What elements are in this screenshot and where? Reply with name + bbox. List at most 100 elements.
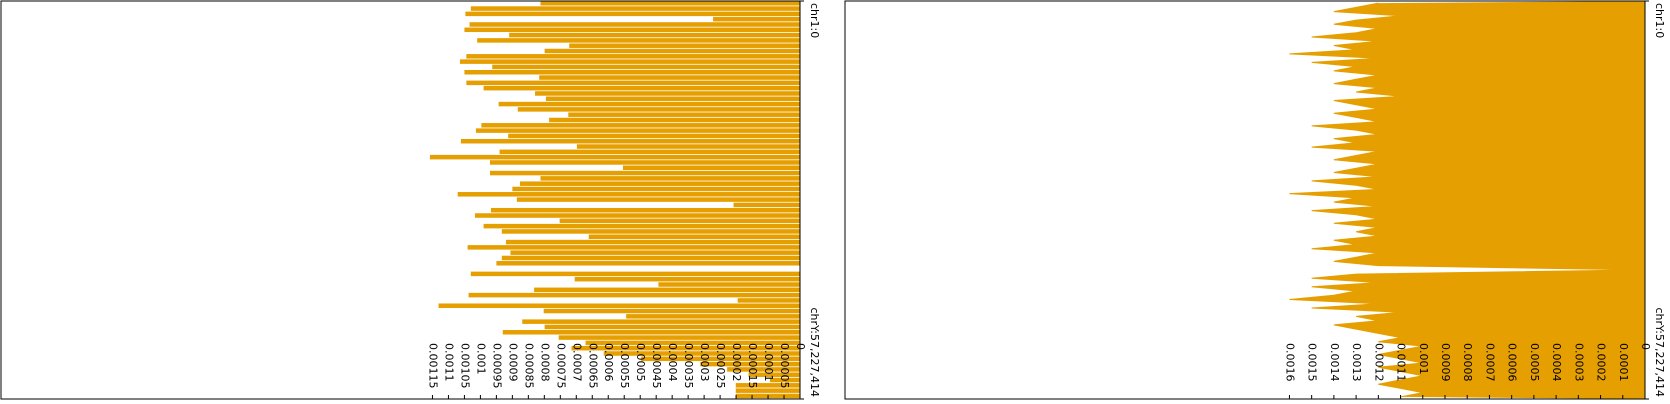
bar <box>727 367 800 372</box>
x-tick-label: 0.00055 <box>618 343 631 389</box>
bar <box>466 80 800 86</box>
x-tick-label: 0.0005 <box>1528 343 1541 382</box>
bar <box>539 75 800 80</box>
bar <box>499 149 800 155</box>
x-tick-label: 0.0009 <box>1439 343 1452 382</box>
area-fill <box>1289 1 1645 399</box>
bar <box>622 165 800 171</box>
bar <box>467 245 800 250</box>
bar <box>508 133 800 139</box>
panel: 0 0.0001 0.0002 0.0003 0.0004 0.0005 0.0006 0.0… <box>844 0 1666 400</box>
x-tick-label: 0.00045 <box>650 343 663 389</box>
x-tick-label: 0.0008 <box>538 343 551 382</box>
x-tick-label: 0.00065 <box>586 343 599 389</box>
bar <box>545 96 800 102</box>
x-tick-label: 0.0007 <box>570 343 583 382</box>
bar <box>540 176 800 181</box>
bar <box>735 388 800 393</box>
bar <box>468 292 800 298</box>
x-tick-label: 0.0002 <box>1595 343 1608 382</box>
x-tick-label: 0.00115 <box>426 343 439 389</box>
x-tick-label: 0.0001 <box>762 343 775 382</box>
x-tick-label: 0.0003 <box>698 343 711 382</box>
bar <box>549 117 800 123</box>
bar <box>501 255 800 261</box>
x-tick-label: 0.0001 <box>1617 343 1630 382</box>
x-tick-label: 0.00025 <box>714 343 727 389</box>
bar <box>576 144 800 149</box>
x-tick-label: 0.0007 <box>1483 343 1496 382</box>
bar <box>510 250 800 255</box>
bar <box>568 112 800 117</box>
x-tick-label: 0 <box>794 343 807 350</box>
bar <box>516 197 800 202</box>
bar <box>540 1 800 6</box>
x-tick-label: 0.0003 <box>1572 343 1585 382</box>
bar <box>475 128 800 133</box>
x-tick-label: 0.0004 <box>1550 343 1563 382</box>
x-tick-label: 0.0011 <box>1395 343 1408 382</box>
bar <box>496 261 800 266</box>
x-tick-label: 0.00095 <box>490 343 503 389</box>
bar <box>559 218 800 224</box>
bar <box>534 287 800 293</box>
bar <box>658 282 800 287</box>
x-tick-label: 0.0015 <box>1306 343 1319 382</box>
bar <box>569 43 800 48</box>
x-tick-label: 0.0014 <box>1328 343 1341 382</box>
bar <box>474 213 800 218</box>
bar <box>464 27 800 33</box>
bar <box>571 345 800 351</box>
bar <box>438 303 800 308</box>
x-tick-label: 0.00085 <box>522 343 535 389</box>
bar <box>737 298 800 303</box>
position-label: chr1:0 <box>808 3 821 38</box>
bar <box>509 32 800 38</box>
bar <box>481 123 800 128</box>
bar <box>517 107 800 112</box>
x-tick-label: 0.0012 <box>1372 343 1385 382</box>
bar <box>460 138 800 144</box>
x-tick-label: 0.001 <box>474 343 487 375</box>
bar <box>626 314 800 319</box>
bar <box>544 324 800 330</box>
x-tick-label: 0.0009 <box>506 343 519 382</box>
x-tick-label: 0.00015 <box>746 343 759 389</box>
bar <box>588 234 800 239</box>
bar <box>459 59 800 64</box>
x-tick-label: 0.00105 <box>458 343 471 389</box>
bar <box>641 356 800 362</box>
bar <box>535 91 800 96</box>
x-tick-label: 0.0002 <box>730 343 743 382</box>
x-tick-label: 0.0004 <box>666 343 679 382</box>
bar <box>700 361 800 367</box>
position-label: chrY:57,227,414 <box>1653 308 1666 398</box>
bar <box>477 38 800 43</box>
bar <box>465 11 800 17</box>
bar <box>498 101 800 107</box>
bar <box>735 383 800 388</box>
bar <box>585 340 800 346</box>
bar <box>558 335 800 340</box>
bar <box>489 160 800 165</box>
position-label: chr1:0 <box>1653 3 1666 38</box>
panel: 00.000050.00010.000150.00020.000250.0003… <box>0 0 821 400</box>
x-tick-label: 0.00075 <box>554 343 567 389</box>
bar <box>489 170 800 176</box>
bar <box>502 330 800 335</box>
x-tick-label: 0.0016 <box>1283 343 1296 382</box>
x-tick-label: 0.00005 <box>778 343 791 389</box>
bar <box>492 64 800 70</box>
bar <box>466 54 800 59</box>
bar <box>429 154 800 160</box>
panel-frame <box>0 0 801 400</box>
x-tick-label: 0.0006 <box>602 343 615 382</box>
bar <box>501 229 800 234</box>
bar <box>469 22 800 27</box>
bar <box>470 271 800 277</box>
x-tick-label: 0.0013 <box>1350 343 1363 382</box>
bar <box>603 351 800 356</box>
bar <box>574 276 800 282</box>
